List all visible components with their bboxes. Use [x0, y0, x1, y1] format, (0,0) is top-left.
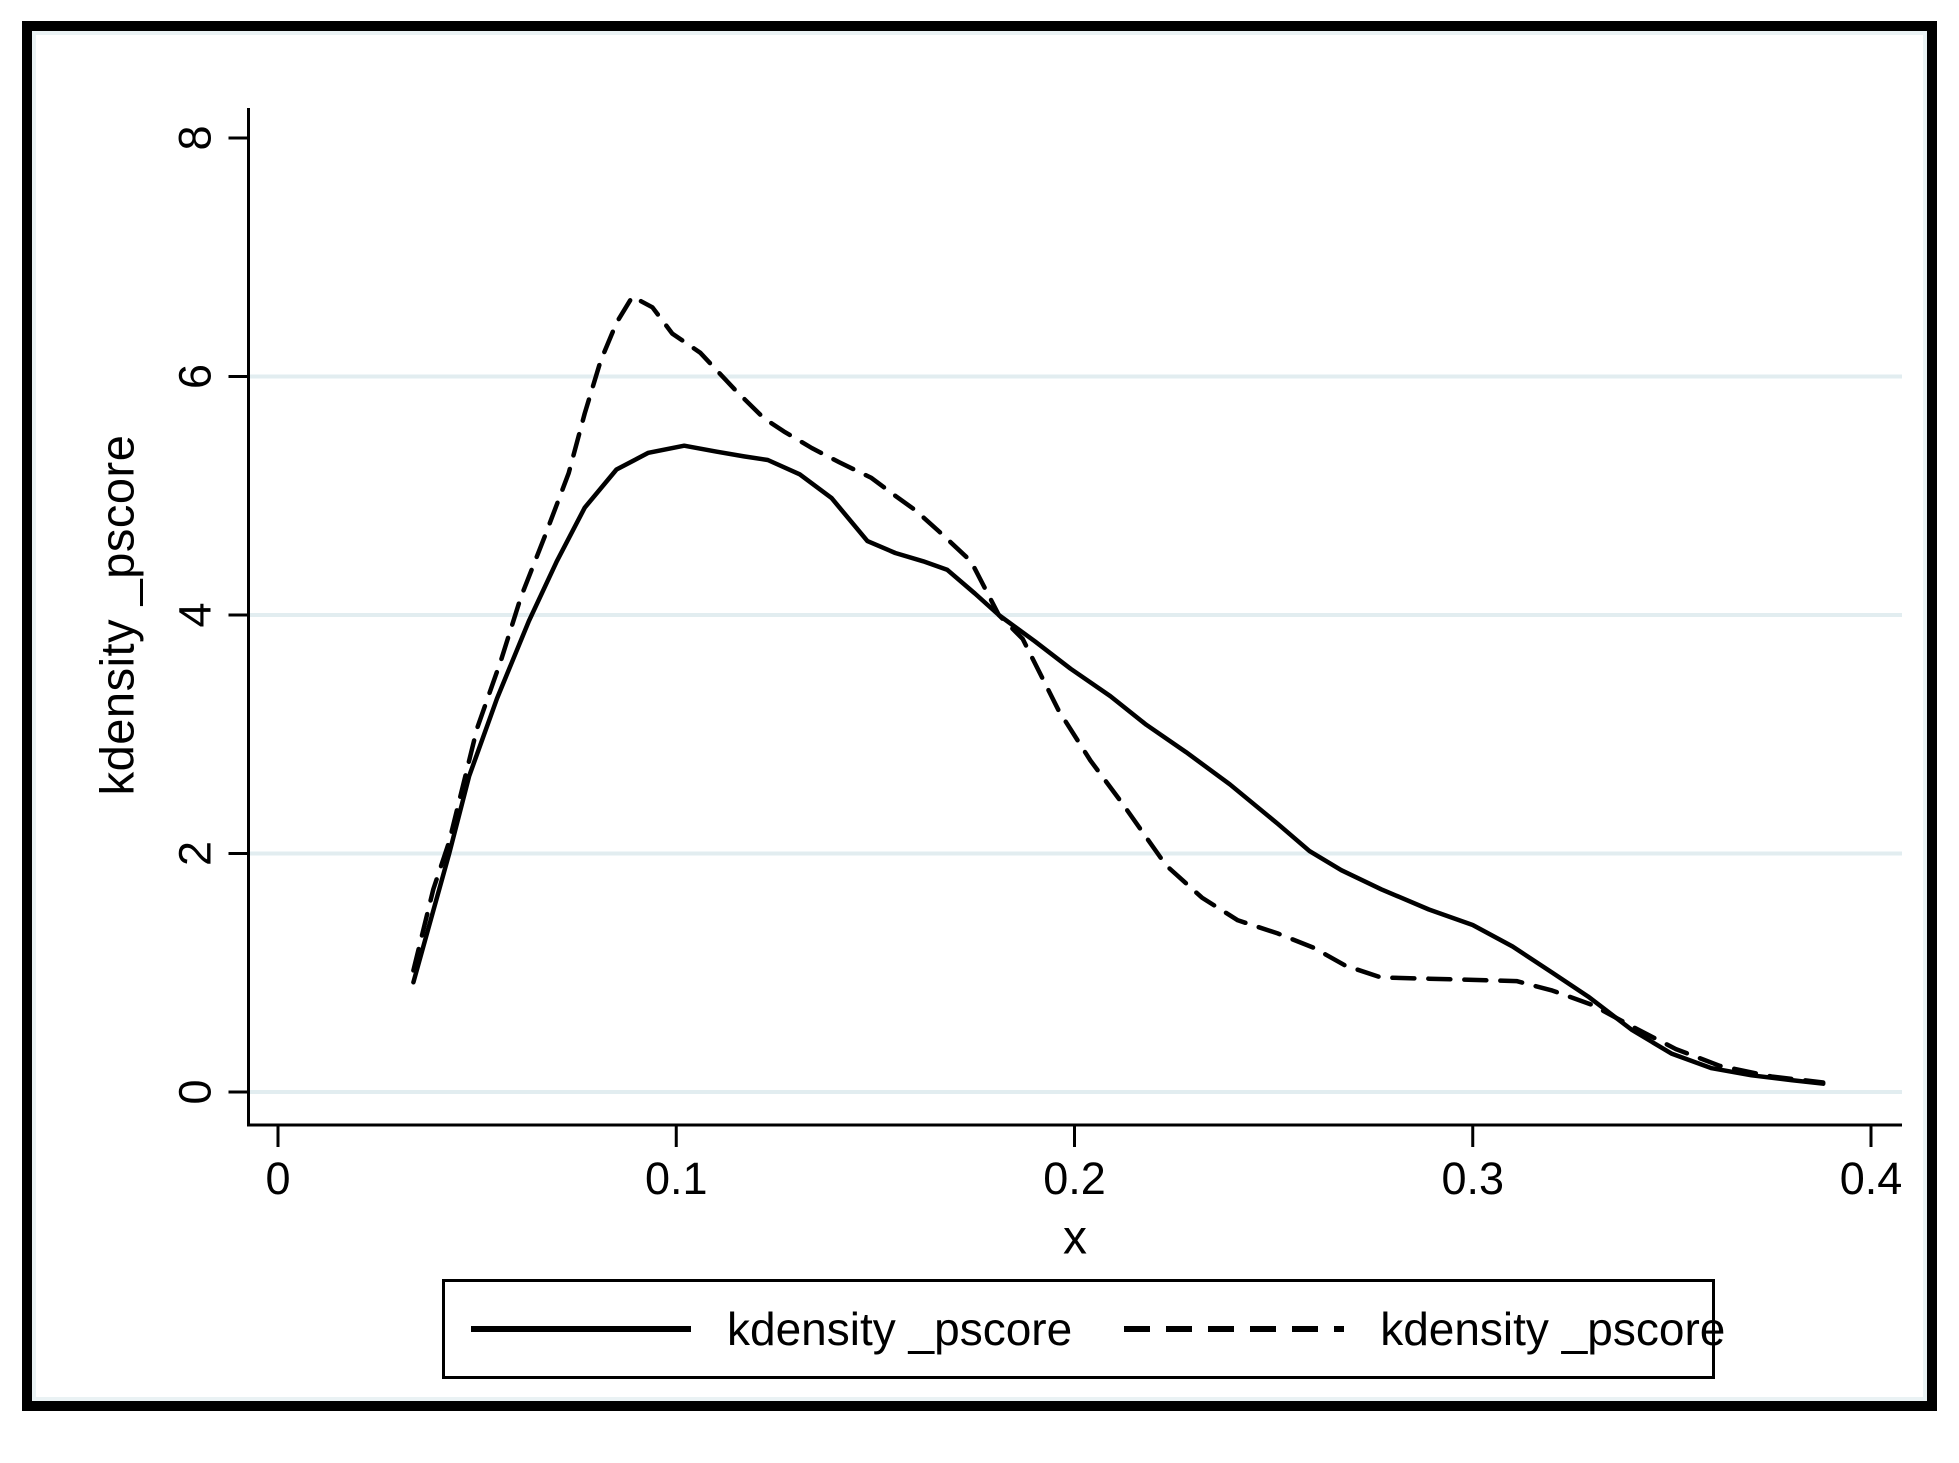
dashed-line-sample-icon	[1124, 1326, 1345, 1332]
legend-entry-dashed: kdensity _pscore	[1124, 1302, 1725, 1356]
legend-box: kdensity _pscore kdensity _pscore	[442, 1279, 1725, 1379]
x-tick-label: 0.1	[645, 1153, 708, 1204]
x-tick-label: 0.2	[1043, 1153, 1106, 1204]
y-tick-label: 2	[170, 841, 221, 866]
y-axis-title: kdensity _pscore	[90, 434, 144, 796]
legend-entry-solid: kdensity _pscore	[471, 1302, 1072, 1356]
x-axis-title: x	[1063, 1211, 1087, 1265]
x-tick-label: 0	[265, 1153, 290, 1204]
x-tick-label: 0.4	[1840, 1153, 1903, 1204]
y-tick-label: 8	[170, 125, 221, 150]
y-tick-label: 4	[170, 602, 221, 627]
x-tick-label: 0.3	[1441, 1153, 1504, 1204]
series-curve-solid	[411, 443, 1826, 1086]
graph-outer-frame: 0 2 4 6 8 0 0.1 0.2 0.3 0.4 kdensity _pscore x kd…	[22, 21, 1937, 1411]
stata-kdensity-figure: 0 2 4 6 8 0 0.1 0.2 0.3 0.4 kdensity _pscore x kd…	[22, 21, 1937, 1411]
legend-label-solid: kdensity _pscore	[727, 1303, 1073, 1355]
kdensity-chart-plot: 0 2 4 6 8 0 0.1 0.2 0.3 0.4	[170, 108, 1903, 1204]
y-tick-label: 6	[170, 364, 221, 389]
y-tick-label: 0	[170, 1079, 221, 1104]
legend-label-dashed: kdensity _pscore	[1380, 1303, 1726, 1355]
series-curve-dashed	[411, 294, 1826, 1085]
solid-line-sample-icon	[471, 1326, 691, 1332]
